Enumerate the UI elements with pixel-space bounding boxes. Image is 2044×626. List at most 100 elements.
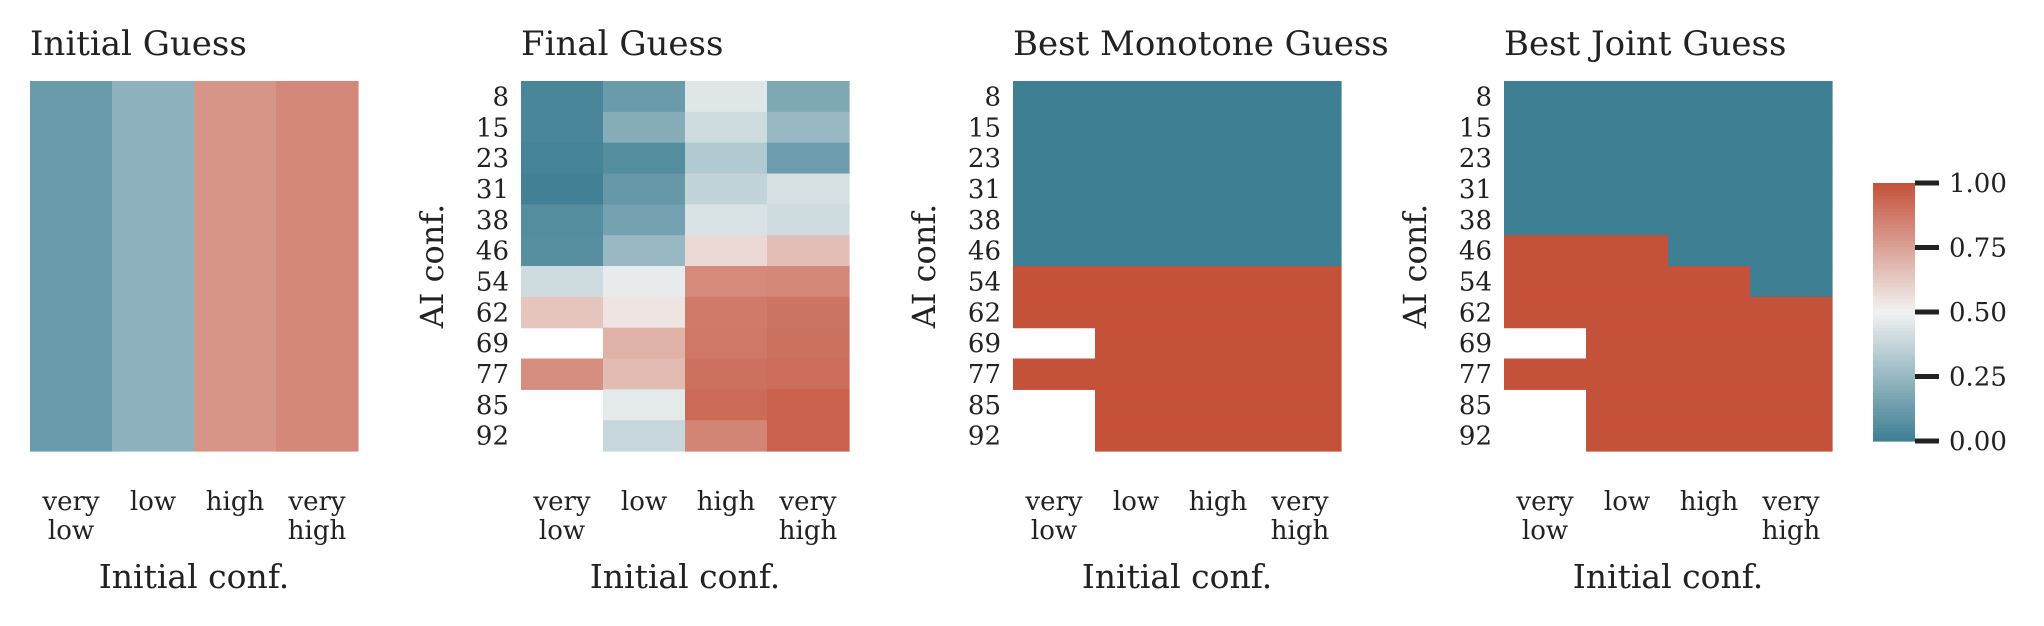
colorbar-segment [1873, 366, 1915, 371]
heatmap-cell [1668, 327, 1751, 360]
heatmap-cell [1259, 327, 1342, 360]
colorbar-segment [1873, 202, 1915, 207]
x-tick-label: very [1270, 487, 1329, 517]
heatmap-cell [685, 358, 768, 390]
heatmap-cell [767, 173, 850, 205]
panel-title: Best Joint Guess [1504, 24, 1786, 64]
heatmap-cell [1177, 173, 1260, 205]
colorbar-segment [1873, 234, 1915, 239]
heatmap-cell [194, 81, 277, 452]
heatmap-cell [1504, 358, 1587, 390]
heatmap-cell [521, 358, 604, 390]
colorbar-segment [1873, 337, 1915, 342]
heatmap-cell [1259, 296, 1342, 329]
y-tick-label: 77 [1459, 360, 1492, 390]
colorbar-segment [1873, 286, 1915, 291]
panel-title: Best Monotone Guess [1013, 24, 1389, 64]
y-tick-label: 23 [1459, 144, 1492, 174]
heatmap-cell [1750, 111, 1833, 144]
colorbar-segment [1873, 195, 1915, 200]
heatmap-cell [1177, 142, 1260, 175]
heatmap-cell [1668, 81, 1751, 113]
heatmap-cell [521, 235, 604, 267]
heatmap-cell [1586, 204, 1669, 236]
colorbar-tick-label: 0.25 [1949, 363, 2007, 393]
heatmap-cell [603, 204, 686, 236]
colorbar-segment [1873, 241, 1915, 245]
heatmap-cell [1586, 266, 1669, 298]
heatmap-cell [1095, 173, 1178, 205]
heatmap-cell [1013, 173, 1096, 205]
colorbar-segment [1873, 321, 1915, 326]
y-axis-label: AI conf. [905, 204, 943, 330]
heatmap-cell [685, 204, 768, 236]
colorbar-segment [1873, 357, 1915, 361]
heatmap-cell [1750, 81, 1833, 113]
x-tick-label: high [1189, 487, 1248, 517]
x-tick-label: high [1762, 516, 1821, 546]
heatmap-cell [767, 204, 850, 236]
heatmap-cell [521, 296, 604, 329]
y-axis-label: AI conf. [1396, 204, 1434, 330]
heatmap-cell [30, 81, 113, 452]
colorbar-segment [1873, 212, 1915, 216]
y-tick-label: 85 [968, 391, 1001, 421]
colorbar-segment [1873, 353, 1915, 358]
heatmap-cell [685, 81, 768, 113]
colorbar-segment [1873, 424, 1915, 429]
heatmap-cell [1013, 235, 1096, 267]
heatmap-cell [685, 327, 768, 360]
heatmap-cell [1504, 142, 1587, 175]
y-tick-label: 15 [968, 113, 1001, 143]
heatmap-cell [1750, 389, 1833, 421]
colorbar-segment [1873, 260, 1915, 265]
colorbar-segment [1873, 386, 1915, 391]
colorbar-segment [1873, 189, 1915, 194]
heatmap-cell [1013, 111, 1096, 144]
colorbar-segment [1873, 382, 1915, 387]
colorbar-segment [1873, 437, 1915, 442]
heatmap-cell [1095, 142, 1178, 175]
heatmap-cell [1095, 296, 1178, 329]
colorbar-segment [1873, 257, 1915, 262]
x-axis-label: Initial conf. [590, 557, 781, 596]
heatmap-cell [603, 327, 686, 360]
heatmap-cell [685, 142, 768, 175]
y-tick-label: 69 [476, 329, 509, 359]
heatmap-cell [767, 266, 850, 298]
heatmap-cell [603, 420, 686, 452]
heatmap-cell [1504, 81, 1587, 113]
heatmap-cell [1504, 173, 1587, 205]
heatmap-cell [1586, 235, 1669, 267]
colorbar-segment [1873, 199, 1915, 203]
colorbar-segment [1873, 263, 1915, 268]
colorbar-segment [1873, 428, 1915, 432]
heatmap-cell [1504, 235, 1587, 267]
colorbar-segment [1873, 324, 1915, 329]
y-tick-label: 8 [1475, 82, 1492, 112]
heatmap-cell [1750, 235, 1833, 267]
heatmap-cell [767, 142, 850, 175]
heatmap-cell [1668, 235, 1751, 267]
colorbar-tick-label: 0.75 [1949, 234, 2007, 264]
x-tick-label: very [1761, 487, 1820, 517]
heatmap-cell [603, 266, 686, 298]
colorbar-segment [1873, 370, 1915, 374]
colorbar-segment [1873, 421, 1915, 426]
colorbar-segment [1873, 395, 1915, 400]
heatmap-cell [1750, 204, 1833, 236]
heatmap-cell [1750, 296, 1833, 329]
colorbar-segment [1873, 270, 1915, 274]
heatmap-cell [1504, 266, 1587, 298]
heatmap-cell [603, 81, 686, 113]
y-tick-label: 92 [968, 422, 1001, 452]
heatmap-cell [1750, 266, 1833, 298]
panel-title: Final Guess [521, 24, 723, 64]
colorbar-segment [1873, 418, 1915, 423]
colorbar-segment [1873, 273, 1915, 278]
colorbar-segment [1873, 347, 1915, 352]
colorbar-segment [1873, 331, 1915, 336]
colorbar-segment [1873, 218, 1915, 223]
colorbar-segment [1873, 250, 1915, 255]
colorbar-segment [1873, 360, 1915, 365]
